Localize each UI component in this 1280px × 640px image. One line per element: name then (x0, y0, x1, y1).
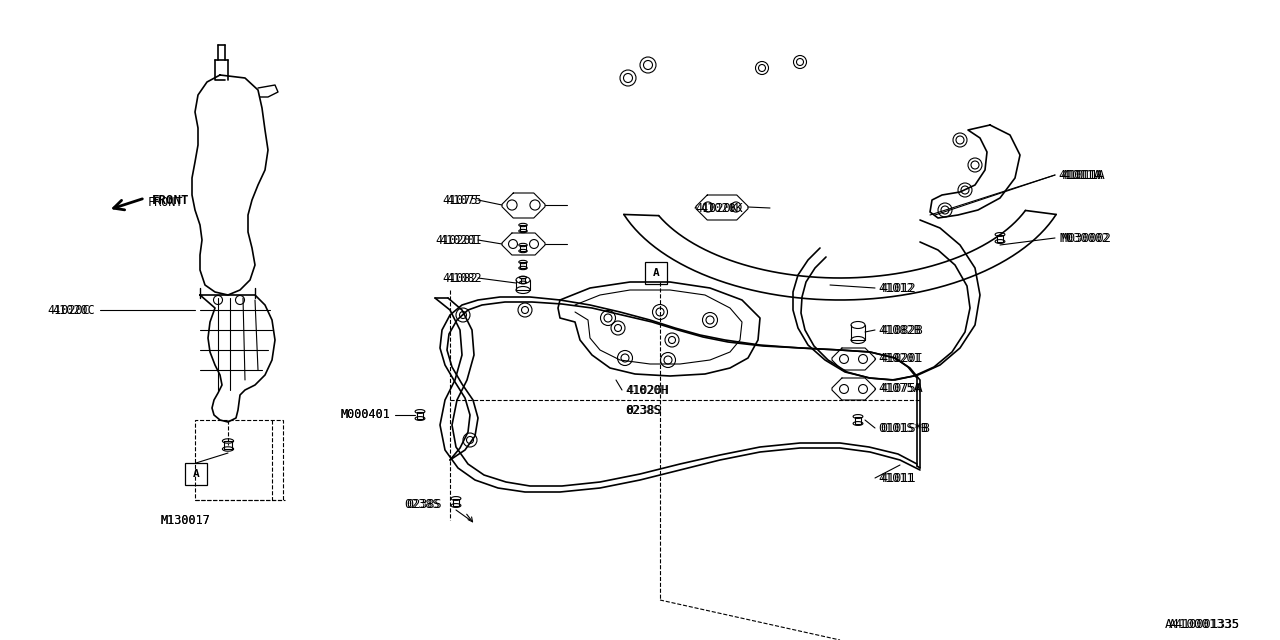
Text: 41020K: 41020K (695, 202, 737, 214)
Text: 41020H: 41020H (626, 383, 668, 397)
Text: 41020I: 41020I (878, 351, 920, 365)
Text: 0238S: 0238S (626, 403, 662, 417)
Text: 41020C: 41020C (52, 303, 95, 317)
Text: A410001335: A410001335 (1169, 618, 1240, 632)
Text: 0238S: 0238S (404, 499, 440, 511)
Bar (186, 463, 207, 485)
Text: 0101S*B: 0101S*B (881, 422, 929, 435)
Text: 41075: 41075 (443, 193, 477, 207)
Text: 41082: 41082 (443, 271, 477, 285)
Text: M030002: M030002 (1062, 232, 1112, 244)
Text: 41012: 41012 (881, 282, 915, 294)
Text: 41020I: 41020I (435, 234, 477, 246)
Text: 41011: 41011 (881, 472, 915, 484)
Text: 41082B: 41082B (881, 323, 923, 337)
Text: M130017: M130017 (160, 513, 210, 527)
Text: 0101S*B: 0101S*B (878, 422, 928, 435)
Text: 41011: 41011 (878, 472, 914, 484)
Text: M130017: M130017 (160, 513, 210, 527)
Text: FRONT: FRONT (152, 193, 189, 207)
Text: 41075A: 41075A (881, 381, 923, 394)
Text: 41020H: 41020H (625, 383, 668, 397)
Text: A: A (653, 268, 659, 278)
Text: 41075A: 41075A (878, 381, 920, 394)
Text: 41011A: 41011A (1059, 168, 1101, 182)
Bar (195, 420, 283, 500)
Text: 41020C: 41020C (47, 303, 90, 317)
Text: M000401: M000401 (340, 408, 390, 422)
Text: M000401: M000401 (340, 408, 390, 422)
Text: 41020I: 41020I (439, 234, 483, 246)
Text: A410001335: A410001335 (1165, 618, 1240, 632)
Text: A: A (192, 469, 200, 479)
Text: 41011A: 41011A (1060, 168, 1103, 182)
Text: M030002: M030002 (1060, 232, 1110, 244)
Text: FRONT: FRONT (148, 195, 183, 209)
Bar (645, 262, 667, 284)
Text: 0238S: 0238S (625, 403, 660, 417)
Text: 41020I: 41020I (881, 351, 923, 365)
Text: 41082B: 41082B (878, 323, 920, 337)
Text: 0238S: 0238S (406, 499, 442, 511)
Text: 41020K: 41020K (700, 202, 742, 214)
Text: 41012: 41012 (878, 282, 914, 294)
Text: 41011A: 41011A (1062, 168, 1105, 182)
Text: 41082: 41082 (447, 271, 483, 285)
Text: 41075: 41075 (447, 193, 483, 207)
